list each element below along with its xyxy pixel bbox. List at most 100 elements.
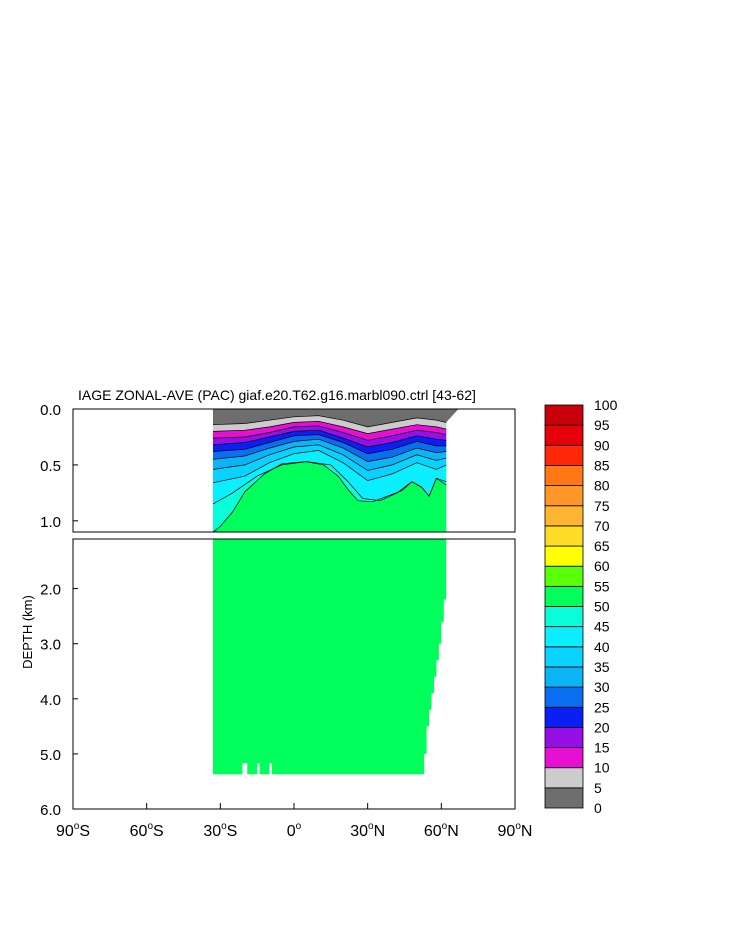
upper-fill-group bbox=[212, 409, 515, 532]
lower-y-tick-label: 3.0 bbox=[40, 637, 61, 654]
colorbar-label: 50 bbox=[594, 599, 610, 615]
colorbar-label: 75 bbox=[594, 498, 610, 514]
lower-y-tick-label: 6.0 bbox=[40, 802, 61, 819]
colorbar-label: 5 bbox=[594, 780, 602, 796]
colorbar-swatch-80 bbox=[544, 465, 584, 487]
colorbar-label: 0 bbox=[594, 800, 602, 816]
x-tick-hemisphere: N bbox=[521, 823, 533, 840]
colorbar-label: 100 bbox=[594, 397, 618, 413]
colorbar-swatch-10 bbox=[544, 747, 584, 769]
x-tick-label: 90oS bbox=[56, 821, 90, 840]
lower-y-tick-label: 5.0 bbox=[40, 747, 61, 764]
contour-line-35 bbox=[212, 444, 447, 471]
colorbar-label: 55 bbox=[594, 578, 610, 594]
contour-line-20 bbox=[212, 429, 447, 448]
contour-band-10 bbox=[213, 421, 447, 441]
colorbar-label: 20 bbox=[594, 719, 610, 735]
colorbar-swatch-90 bbox=[544, 424, 584, 446]
colorbar-label: 90 bbox=[594, 437, 610, 453]
upper-y-tick-label: 0.0 bbox=[40, 402, 61, 419]
x-axis-ticks: 90oS 60oS 30oS 0o 30oN 60oN 90oN bbox=[56, 803, 532, 840]
y-axis-label: DEPTH (km) bbox=[20, 595, 35, 669]
colorbar-swatch-55 bbox=[544, 565, 584, 587]
colorbar-swatch-45 bbox=[544, 606, 584, 628]
colorbar-swatch-25 bbox=[544, 686, 584, 708]
colorbar-swatch-60 bbox=[544, 545, 584, 567]
contour-line-30 bbox=[212, 438, 447, 462]
x-tick-num: 90 bbox=[498, 823, 516, 840]
colorbar-swatch-75 bbox=[544, 485, 584, 507]
upper-panel: 0.0 0.5 1.0 bbox=[40, 402, 516, 533]
x-tick-degree: o bbox=[74, 821, 80, 832]
contour-band-20 bbox=[213, 430, 447, 454]
x-tick-label: 60oS bbox=[130, 821, 164, 840]
upper-y-tick-label: 1.0 bbox=[40, 514, 61, 531]
x-tick-degree: o bbox=[221, 821, 227, 832]
lower-y-tick-label: 2.0 bbox=[40, 582, 61, 599]
colorbar-label: 45 bbox=[594, 619, 610, 635]
x-tick-hemisphere: N bbox=[447, 823, 459, 840]
x-tick-num: 0 bbox=[287, 823, 296, 840]
x-tick-degree: o bbox=[442, 821, 448, 832]
colorbar-label: 60 bbox=[594, 558, 610, 574]
colorbar-swatch-40 bbox=[544, 626, 584, 648]
x-tick-hemisphere: N bbox=[374, 823, 386, 840]
chart-title: IAGE ZONAL-AVE (PAC) giaf.e20.T62.g16.ma… bbox=[78, 387, 476, 403]
colorbar-label: 95 bbox=[594, 417, 610, 433]
contour-band-40 bbox=[213, 450, 447, 504]
colorbar-swatch-65 bbox=[544, 525, 584, 547]
lower-panel: 2.0 3.0 4.0 5.0 6.0 bbox=[40, 538, 516, 819]
colorbar-label: 65 bbox=[594, 538, 610, 554]
colorbar-swatch-70 bbox=[544, 505, 584, 527]
contour-band-25 bbox=[213, 434, 447, 462]
x-tick-label: 0o bbox=[287, 821, 302, 840]
colorbar-swatch-15 bbox=[544, 727, 584, 748]
x-tick-hemisphere: S bbox=[227, 823, 238, 840]
contour-line-40 bbox=[212, 450, 447, 484]
lower-y-tick-label: 4.0 bbox=[40, 692, 61, 709]
contour-band-30 bbox=[213, 439, 447, 471]
contour-band-0 bbox=[213, 409, 459, 427]
x-tick-hemisphere: S bbox=[153, 823, 164, 840]
colorbar-label: 25 bbox=[594, 699, 610, 715]
x-tick-label: 60oN bbox=[424, 821, 459, 840]
lower-fill-group bbox=[213, 539, 447, 775]
contour-line-15 bbox=[212, 425, 447, 441]
colorbar-swatch-95 bbox=[544, 404, 584, 426]
x-tick-num: 60 bbox=[130, 823, 148, 840]
x-tick-degree: o bbox=[147, 821, 153, 832]
colorbar-swatch-35 bbox=[544, 646, 584, 668]
x-tick-num: 30 bbox=[203, 823, 221, 840]
colorbar-swatch-0 bbox=[544, 787, 584, 809]
x-tick-num: 30 bbox=[350, 823, 368, 840]
contour-line-10 bbox=[212, 420, 447, 434]
colorbar-label: 10 bbox=[594, 760, 610, 776]
colorbar-label: 80 bbox=[594, 478, 610, 494]
colorbar: 0 5 10 15 20 25 30 35 40 45 50 55 60 65 70 75 80 85 90 95 10… bbox=[544, 397, 618, 816]
colorbar-swatch-85 bbox=[544, 444, 584, 466]
contour-line-50 bbox=[212, 461, 447, 532]
colorbar-label: 15 bbox=[594, 740, 610, 756]
colorbar-swatch-20 bbox=[544, 706, 584, 728]
x-tick-hemisphere: S bbox=[79, 823, 90, 840]
contour-line-5 bbox=[212, 415, 447, 428]
colorbar-label: 30 bbox=[594, 679, 610, 695]
upper-y-tick-label: 0.5 bbox=[40, 458, 61, 475]
x-tick-degree: o bbox=[515, 821, 521, 832]
colorbar-label: 85 bbox=[594, 457, 610, 473]
colorbar-label: 40 bbox=[594, 639, 610, 655]
upper-frame bbox=[72, 408, 516, 533]
x-tick-degree: o bbox=[368, 821, 374, 832]
x-tick-label: 30oN bbox=[350, 821, 385, 840]
upper-land bbox=[446, 431, 515, 532]
x-tick-num: 60 bbox=[424, 823, 442, 840]
colorbar-swatch-30 bbox=[544, 666, 584, 688]
colorbar-swatch-50 bbox=[544, 585, 584, 607]
colorbar-label: 70 bbox=[594, 518, 610, 534]
contour-line-25 bbox=[212, 434, 447, 455]
x-tick-label: 90oN bbox=[498, 821, 533, 840]
x-tick-degree: o bbox=[296, 821, 302, 832]
x-tick-label: 30oS bbox=[203, 821, 237, 840]
deep-ocean-fill bbox=[213, 539, 447, 775]
